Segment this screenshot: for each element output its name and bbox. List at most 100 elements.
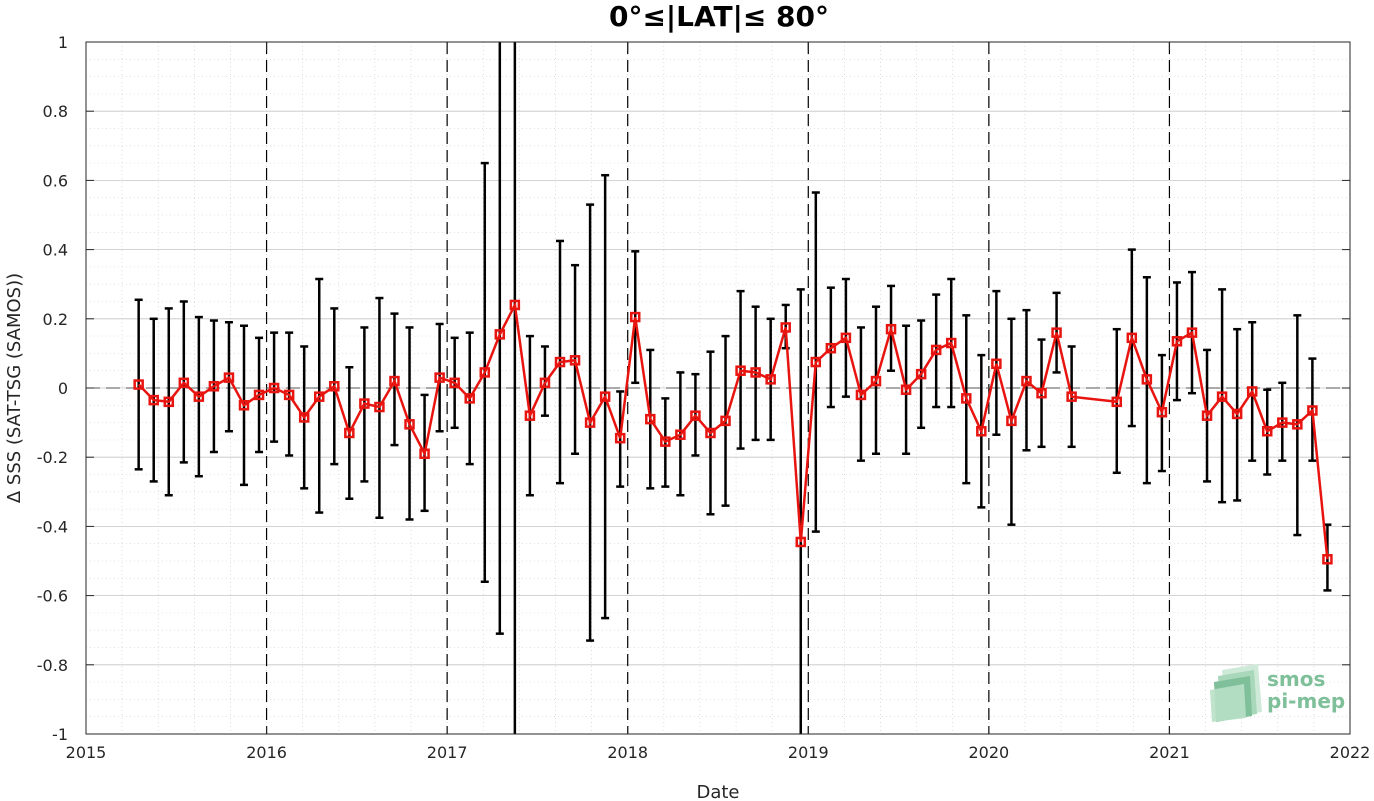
data-point-marker: [479, 367, 491, 378]
logo-text-line2: pi-mep: [1267, 689, 1345, 713]
x-tick-label: 2016: [246, 743, 287, 762]
y-tick-label: 0.6: [43, 171, 68, 190]
data-point-marker: [1261, 426, 1273, 437]
y-tick-label: 0.2: [43, 310, 68, 329]
data-point-marker: [344, 427, 355, 439]
data-point-marker: [1051, 327, 1062, 338]
data-point-marker: [750, 367, 761, 378]
data-point-marker: [1111, 396, 1123, 408]
data-point-marker: [193, 391, 205, 402]
data-point-marker: [1036, 387, 1047, 399]
data-point-marker: [434, 372, 445, 383]
data-point-marker: [930, 344, 942, 356]
data-point-marker: [1066, 391, 1077, 402]
data-point-marker: [569, 355, 581, 366]
data-point-marker: [238, 400, 250, 411]
x-tick-label: 2018: [607, 743, 648, 762]
data-point-marker: [449, 377, 460, 389]
x-tick-label: 2017: [427, 743, 468, 762]
data-point-marker: [374, 401, 385, 413]
data-point-marker: [961, 393, 972, 404]
data-point-marker: [1006, 415, 1017, 427]
smos-pi-mep-logo: smos pi-mep: [1210, 664, 1345, 722]
data-point-marker: [1292, 419, 1303, 430]
data-point-marker: [885, 323, 897, 335]
y-tick-label: 0: [58, 379, 68, 398]
data-point-marker: [389, 375, 400, 387]
data-point-marker: [900, 384, 912, 395]
data-point-marker: [133, 379, 144, 390]
data-point-marker: [1186, 327, 1198, 338]
data-point-marker: [404, 419, 415, 430]
data-markers: [133, 299, 1333, 565]
data-point-marker: [765, 374, 776, 385]
data-point-marker: [253, 389, 265, 401]
x-tick-label: 2022: [1330, 743, 1371, 762]
data-point-marker: [359, 398, 370, 409]
data-point-marker: [1201, 410, 1213, 421]
data-point-marker: [660, 436, 671, 447]
data-point-marker: [825, 342, 837, 354]
y-tick-label: -0.6: [37, 587, 68, 606]
data-point-marker: [855, 389, 867, 401]
data-point-marker: [720, 415, 731, 427]
data-point-marker: [1021, 375, 1032, 387]
x-tick-label: 2015: [66, 743, 107, 762]
chart-title: 0°≤|LAT|≤ 80°: [609, 0, 829, 33]
data-point-marker: [1126, 332, 1138, 344]
data-point-marker: [494, 329, 506, 340]
data-point-marker: [1216, 391, 1228, 402]
data-point-marker: [1156, 406, 1168, 418]
data-point-marker: [945, 337, 957, 349]
data-point-marker: [464, 393, 475, 404]
data-point-marker: [298, 412, 310, 423]
data-point-marker: [1171, 336, 1183, 347]
data-point-marker: [645, 413, 656, 425]
data-point-marker: [1246, 386, 1258, 397]
data-point-marker: [1307, 405, 1318, 416]
data-point-marker: [223, 372, 235, 383]
data-point-marker: [178, 377, 190, 389]
data-point-marker: [1322, 554, 1333, 565]
data-point-marker: [329, 381, 340, 392]
y-tick-label: -0.2: [37, 448, 68, 467]
y-tick-label: -1: [52, 725, 68, 744]
data-point-marker: [524, 410, 536, 421]
y-tick-label: -0.8: [37, 656, 68, 675]
data-point-marker: [614, 432, 626, 444]
data-point-marker: [1231, 408, 1243, 420]
data-point-marker: [976, 426, 987, 437]
x-tick-label: 2021: [1149, 743, 1190, 762]
data-point-marker: [780, 322, 791, 333]
data-point-marker: [705, 427, 716, 439]
data-point-marker: [1277, 417, 1288, 428]
axes: 2015 2016 2017 2018 2019 2020 2021 2022 -1 -0.8 -0…: [37, 33, 1371, 762]
logo-stack-icon: [1210, 664, 1262, 722]
y-axis-label: Δ SSS (SAT-TSG (SAMOS)): [4, 273, 25, 503]
data-point-marker: [554, 356, 566, 368]
data-point-marker: [810, 356, 822, 368]
data-point-marker: [915, 368, 927, 380]
y-tick-label: 0.4: [43, 241, 68, 260]
data-point-marker: [675, 429, 686, 440]
data-point-marker: [735, 365, 746, 376]
data-point-marker: [1141, 374, 1153, 385]
data-point-marker: [795, 536, 807, 548]
x-tick-label: 2019: [788, 743, 829, 762]
data-point-marker: [148, 394, 159, 406]
data-point-marker: [208, 381, 220, 392]
data-point-marker: [629, 311, 641, 323]
data-point-marker: [690, 410, 701, 421]
series-line: [137, 300, 1329, 560]
data-point-marker: [539, 377, 551, 389]
data-point-marker: [163, 396, 175, 408]
y-tick-label: 0.8: [43, 102, 68, 121]
data-point-marker: [870, 375, 882, 387]
data-point-marker: [268, 382, 280, 394]
data-point-marker: [509, 299, 521, 311]
data-point-marker: [419, 448, 430, 459]
data-point-marker: [599, 391, 611, 402]
logo-text-line1: smos: [1267, 667, 1325, 691]
data-point-marker: [840, 332, 852, 344]
